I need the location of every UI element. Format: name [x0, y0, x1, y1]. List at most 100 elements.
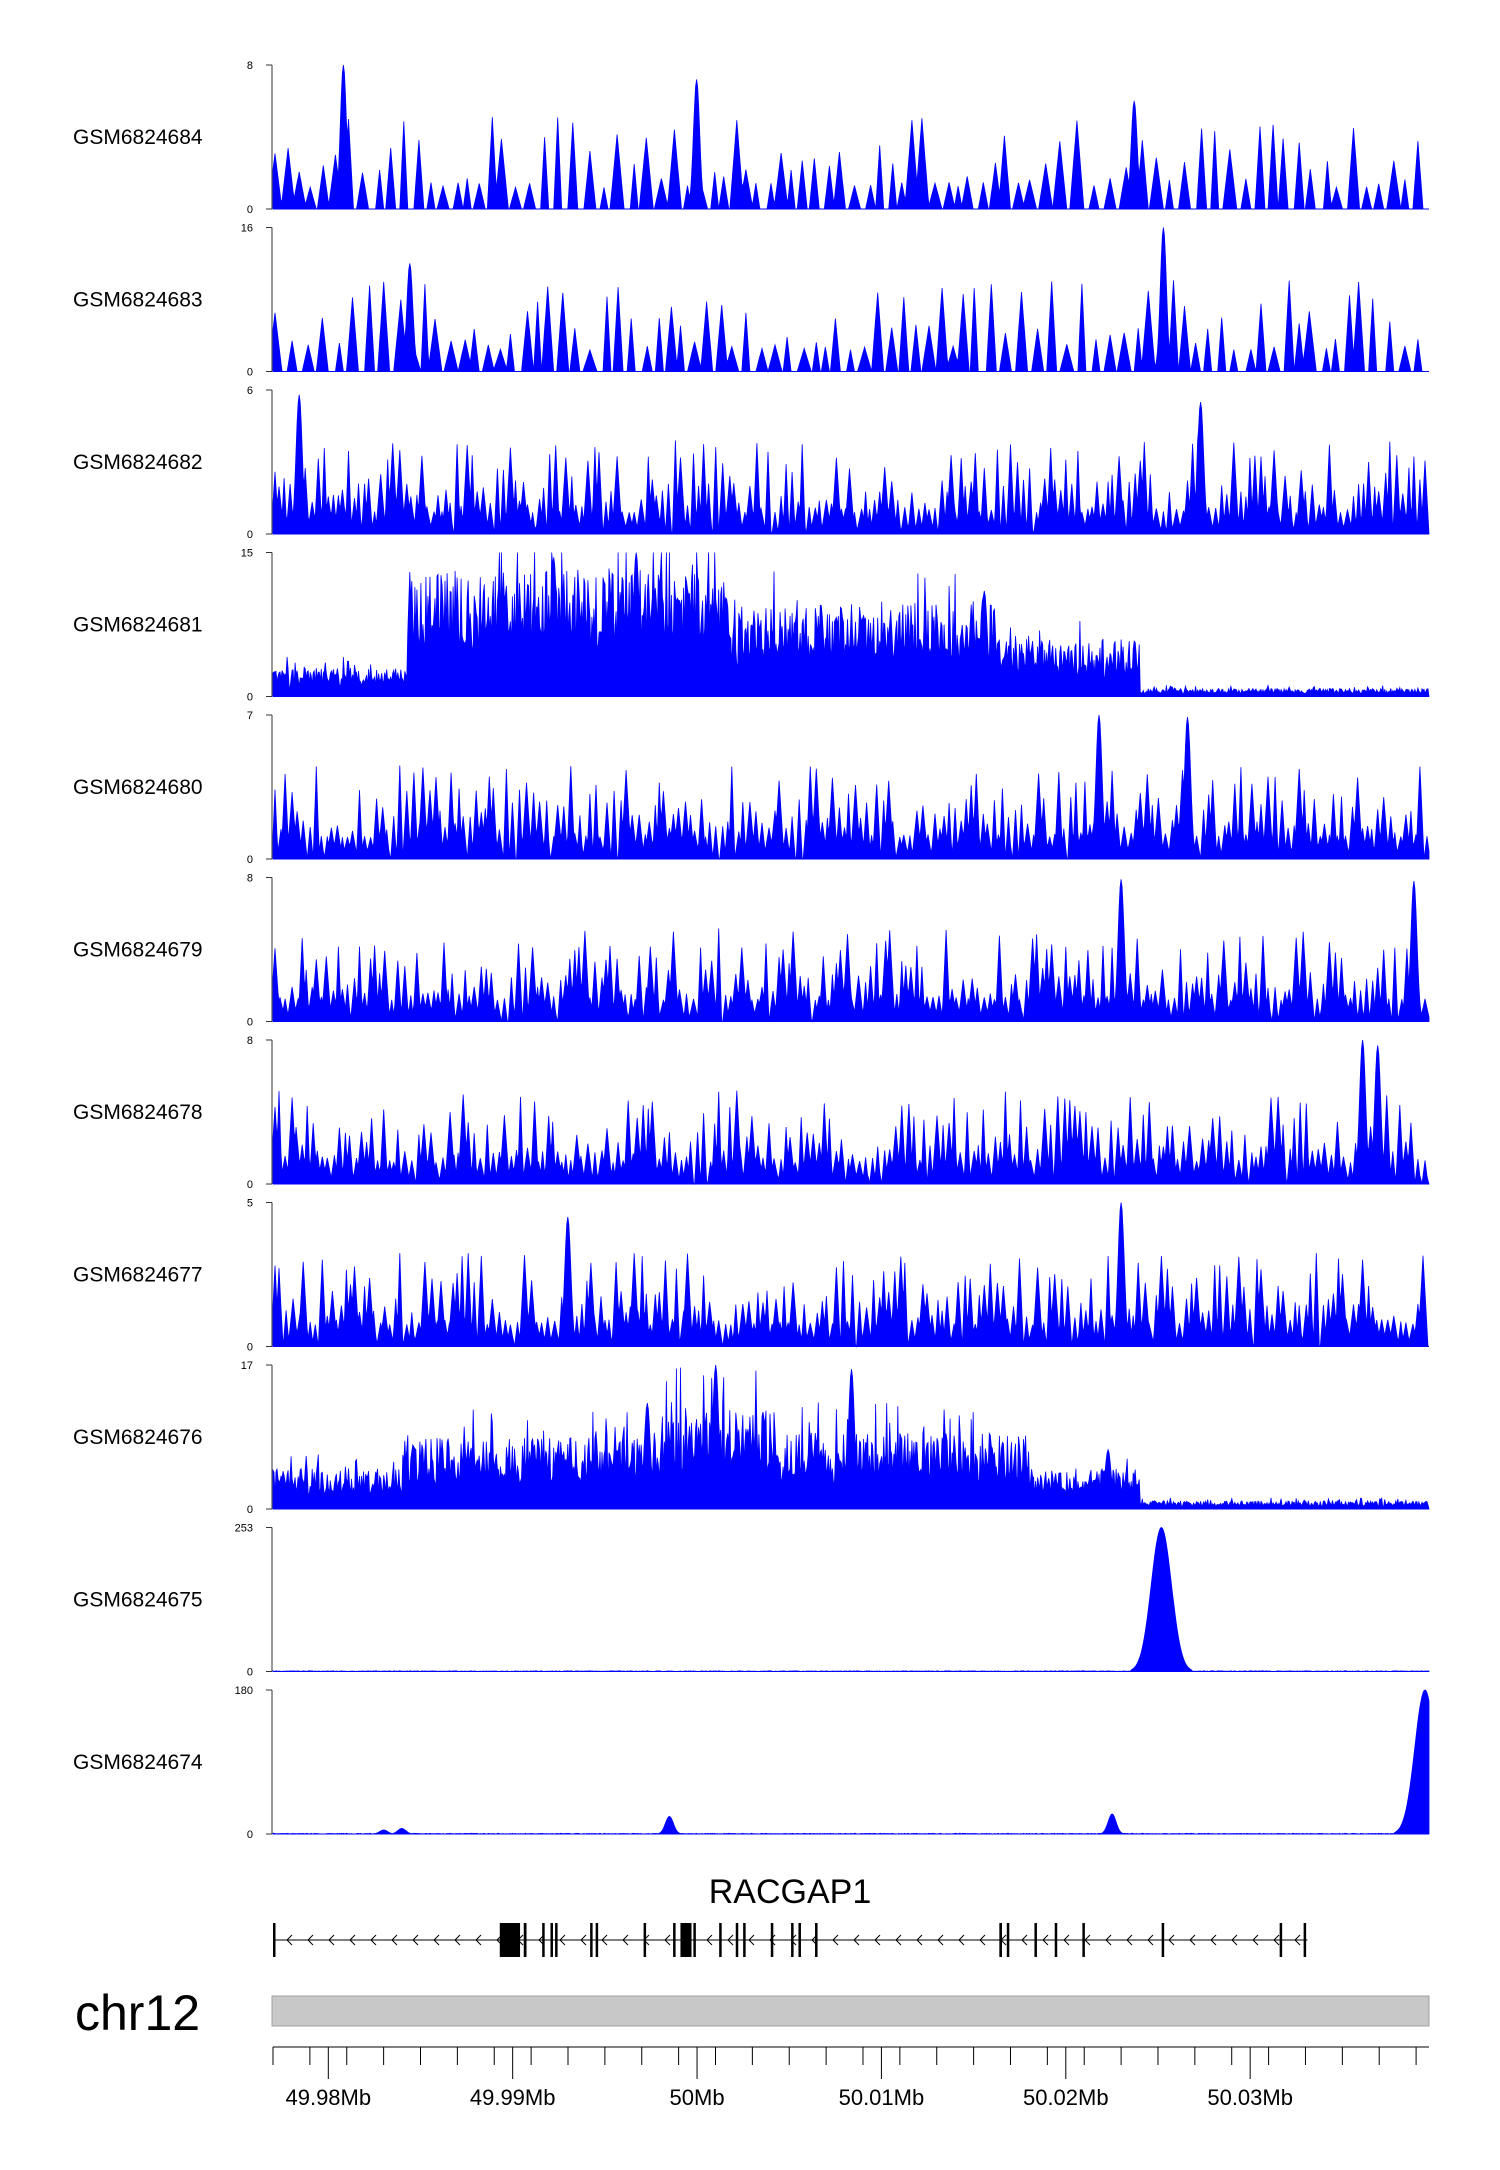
signal-tracks: GSM682468480GSM6824683160GSM682468260GSM…: [73, 60, 1430, 1841]
chromosome-label: chr12: [75, 1985, 200, 2041]
exon: [643, 1923, 647, 1957]
signal-area: [272, 714, 1430, 861]
strand-arrow: [559, 1934, 566, 1946]
strand-arrow: [664, 1934, 671, 1946]
signal-area: [272, 64, 1429, 210]
strand-arrow: [1021, 1934, 1028, 1946]
y-min-label: 0: [247, 1829, 253, 1841]
track-label: GSM6824679: [73, 939, 203, 962]
y-min-label: 0: [247, 1342, 253, 1354]
gene-track: RACGAP1: [273, 1873, 1308, 1957]
exon: [1279, 1923, 1283, 1957]
track-label: GSM6824678: [73, 1101, 203, 1124]
y-max-label: 8: [247, 873, 253, 885]
y-min-label: 0: [247, 854, 253, 866]
exon: [590, 1923, 593, 1957]
exon: [542, 1923, 545, 1957]
exon: [499, 1923, 521, 1957]
strand-arrow: [433, 1934, 440, 1946]
exon: [595, 1923, 599, 1957]
strand-arrow: [1147, 1934, 1154, 1946]
strand-arrow: [1252, 1934, 1259, 1946]
y-min-label: 0: [247, 1667, 253, 1679]
y-min-label: 0: [247, 367, 253, 379]
exon: [273, 1923, 276, 1957]
x-tick-label: 50.01Mb: [839, 2085, 925, 2110]
y-min-label: 0: [247, 1504, 253, 1516]
signal-area: [272, 227, 1429, 374]
y-max-label: 16: [241, 223, 253, 235]
strand-arrow: [1168, 1934, 1175, 1946]
exon: [1161, 1923, 1165, 1957]
track-label: GSM6824680: [73, 776, 203, 799]
x-tick-label: 49.99Mb: [470, 2085, 556, 2110]
exon: [673, 1923, 676, 1957]
exon: [555, 1923, 558, 1957]
ideogram-track: chr12: [75, 1985, 1430, 2041]
strand-arrow: [748, 1934, 755, 1946]
signal-area: [272, 1689, 1430, 1835]
track-GSM6824675: GSM6824675 253 0: [73, 1523, 1430, 1679]
x-tick-label: 49.98Mb: [285, 2085, 371, 2110]
strand-arrow: [958, 1934, 965, 1946]
exon: [719, 1923, 722, 1957]
signal-area: [272, 1202, 1429, 1348]
signal-area: [272, 552, 1430, 697]
track-GSM6824684: GSM6824684 8 0: [73, 60, 1429, 216]
strand-arrow: [1084, 1934, 1091, 1946]
y-max-label: 5: [247, 1198, 253, 1210]
exon: [791, 1923, 794, 1957]
strand-arrow: [769, 1934, 776, 1946]
track-label: GSM6824677: [73, 1264, 203, 1287]
exon: [735, 1923, 739, 1957]
strand-arrow: [790, 1934, 797, 1946]
track-GSM6824679: GSM6824679 8 0: [73, 873, 1430, 1029]
exon: [798, 1923, 801, 1957]
track-label: GSM6824683: [73, 289, 203, 312]
track-label: GSM6824681: [73, 614, 203, 637]
track-label: GSM6824675: [73, 1589, 203, 1612]
x-tick-label: 50.02Mb: [1023, 2085, 1109, 2110]
track-label: GSM6824676: [73, 1426, 203, 1449]
y-min-label: 0: [247, 692, 253, 704]
strand-arrow: [370, 1934, 377, 1946]
y-max-label: 8: [247, 1035, 253, 1047]
exon: [1054, 1923, 1058, 1957]
y-min-label: 0: [247, 1179, 253, 1191]
strand-arrow: [412, 1934, 419, 1946]
track-GSM6824680: GSM6824680 7 0: [73, 710, 1430, 866]
exon: [523, 1923, 527, 1957]
strand-arrow: [895, 1934, 902, 1946]
chromosome-ideogram: [271, 1995, 1430, 2027]
signal-area: [272, 879, 1430, 1024]
exon: [999, 1923, 1002, 1957]
strand-arrow: [874, 1934, 881, 1946]
strand-arrow: [328, 1934, 335, 1946]
strand-arrow: [349, 1934, 356, 1946]
strand-arrow: [391, 1934, 398, 1946]
y-min-label: 0: [247, 1017, 253, 1029]
genomic-axis: 49.98Mb 49.99Mb 50Mb 50.01Mb 50.02Mb 50.03Mb: [272, 2046, 1429, 2110]
y-max-label: 6: [247, 385, 253, 397]
exon: [1034, 1923, 1037, 1957]
exon: [743, 1923, 746, 1957]
track-GSM6824683: GSM6824683 16 0: [73, 223, 1429, 379]
track-GSM6824678: GSM6824678 8 0: [73, 1035, 1430, 1191]
strand-arrow: [1189, 1934, 1196, 1946]
y-max-label: 17: [241, 1360, 253, 1372]
exon: [693, 1923, 696, 1957]
exon: [770, 1923, 774, 1957]
strand-arrow: [1105, 1934, 1112, 1946]
gene-model: [273, 1923, 1308, 1957]
y-max-label: 253: [235, 1523, 253, 1535]
exon: [1303, 1923, 1307, 1957]
y-max-label: 180: [235, 1685, 253, 1697]
exon: [550, 1923, 553, 1957]
strand-arrow: [706, 1934, 713, 1946]
strand-arrow: [1273, 1934, 1280, 1946]
track-label: GSM6824674: [73, 1751, 203, 1774]
exon: [1006, 1923, 1010, 1957]
y-max-label: 15: [241, 548, 253, 560]
gene-name-label: RACGAP1: [709, 1873, 872, 1911]
strand-arrow: [454, 1934, 461, 1946]
